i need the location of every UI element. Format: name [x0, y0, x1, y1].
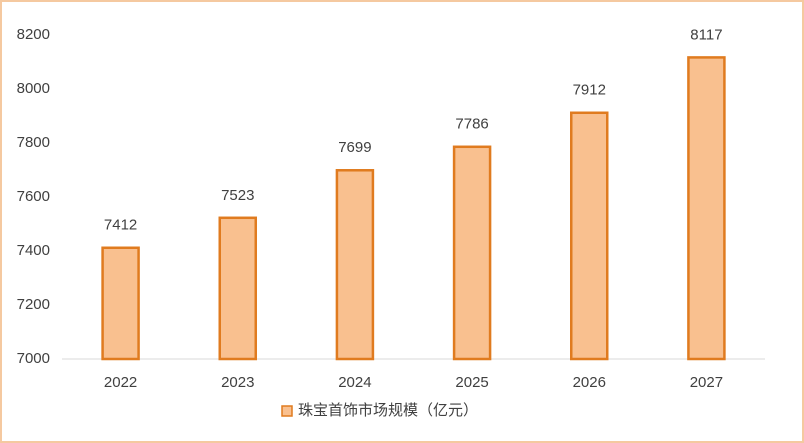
y-tick-label: 8000	[17, 80, 50, 97]
data-label: 7412	[104, 217, 137, 234]
bar	[687, 56, 726, 361]
x-tick-label: 2024	[338, 374, 371, 391]
data-label: 7786	[455, 116, 488, 133]
x-tick-label: 2023	[221, 374, 254, 391]
bar	[452, 145, 492, 361]
y-tick-label: 7400	[17, 242, 50, 259]
bar	[335, 169, 375, 361]
y-tick-label: 7600	[17, 188, 50, 205]
legend-label: 珠宝首饰市场规模（亿元）	[298, 402, 478, 419]
bar	[570, 111, 609, 361]
data-label: 7523	[221, 187, 254, 204]
data-label: 7699	[338, 139, 371, 156]
x-tick-label: 2026	[573, 374, 606, 391]
y-tick-label: 8200	[17, 26, 50, 43]
y-tick-label: 7200	[17, 296, 50, 313]
x-tick-label: 2025	[455, 374, 488, 391]
x-tick-label: 2027	[690, 374, 723, 391]
bar	[218, 216, 257, 361]
data-label: 7912	[573, 82, 606, 99]
y-tick-label: 7000	[17, 350, 50, 367]
y-tick-label: 7800	[17, 134, 50, 151]
data-label: 8117	[690, 26, 722, 43]
legend-swatch	[281, 405, 293, 417]
x-tick-label: 2022	[104, 374, 137, 391]
bar	[101, 246, 140, 361]
